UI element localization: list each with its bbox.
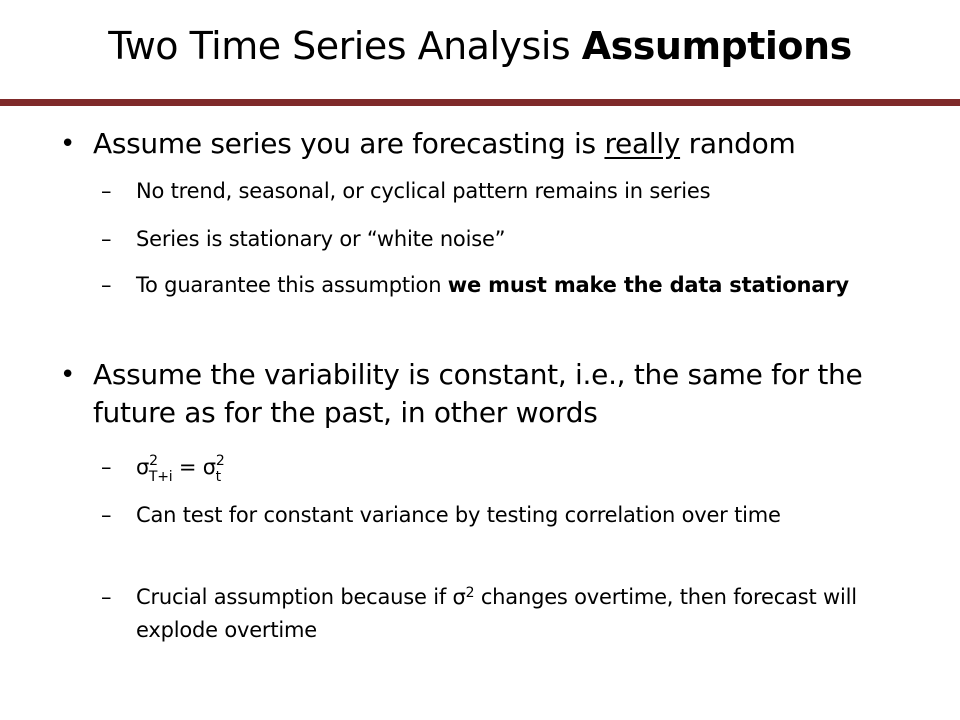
equals-sign: =	[172, 455, 203, 479]
bullet-marker: •	[60, 360, 76, 390]
slide-title: Two Time Series Analysis Assumptions	[0, 18, 960, 74]
sub-bullet-text: Can test for constant variance by testin…	[136, 503, 781, 527]
title-regular: Two Time Series Analysis	[108, 24, 582, 68]
sub-bullet-text-part: Crucial assumption because if σ	[136, 585, 466, 609]
superscript: 2	[465, 585, 475, 601]
bullet-text: Assume the variability is constant, i.e.…	[93, 358, 863, 429]
sigma-symbol: σ	[136, 455, 150, 479]
sub-bullet-marker: –	[101, 227, 112, 251]
variance-formula: σ2T+i = σ2t	[136, 452, 944, 485]
sub-bullet-marker: –	[101, 179, 112, 203]
sub-bullet-marker: –	[101, 503, 112, 527]
title-bold: Assumptions	[581, 24, 852, 68]
sub-bullet-text: Crucial assumption because if σ2 changes…	[136, 582, 944, 645]
bullet-marker: •	[60, 129, 76, 159]
superscript: 2	[215, 453, 225, 469]
sub-bullet-text: Series is stationary or “white noise”	[136, 227, 506, 251]
subscript: t	[215, 469, 222, 485]
sub-bullet-text: To guarantee this assumption we must mak…	[136, 270, 944, 300]
sub-bullet-marker: –	[101, 455, 112, 479]
subscript: T+i	[148, 469, 173, 485]
sub-bullet-text: No trend, seasonal, or cyclical pattern …	[136, 179, 711, 203]
sub-bullet-text-part: To guarantee this assumption	[136, 273, 448, 297]
sub-bullet-marker: –	[101, 585, 112, 609]
superscript: 2	[149, 453, 158, 469]
sub-bullet-text-part: changes overtime, then forecast will exp…	[136, 585, 857, 642]
title-divider	[0, 99, 960, 106]
bullet-text-part: Assume series you are forecasting is	[93, 127, 605, 160]
bullet-text-part: random	[680, 127, 796, 160]
sigma-symbol: σ	[202, 455, 216, 479]
sub-bullet-marker: –	[101, 273, 112, 297]
bold-phrase: we must make the data stationary	[447, 273, 849, 297]
bullet-text: Assume series you are forecasting is rea…	[93, 125, 953, 163]
underlined-word: really	[604, 127, 681, 160]
